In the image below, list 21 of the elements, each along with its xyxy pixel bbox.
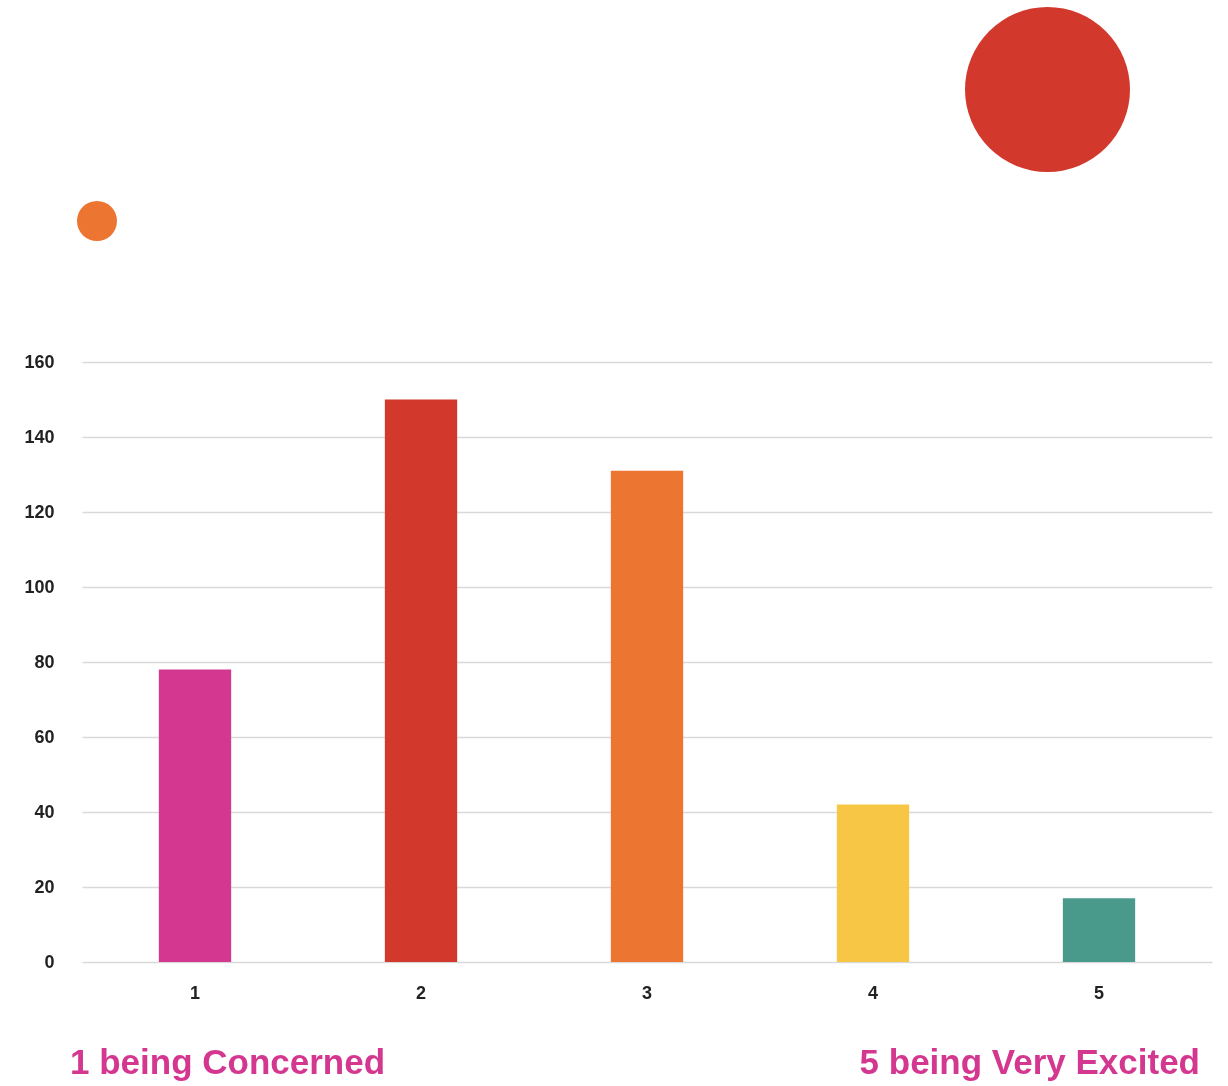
y-tick-label: 20	[34, 876, 55, 897]
y-tick-label: 80	[34, 651, 55, 672]
x-tick-label: 3	[641, 982, 653, 1003]
bar	[158, 669, 232, 962]
x-tick-label: 1	[189, 982, 201, 1003]
text: 5 being Very Excited	[859, 1042, 1200, 1082]
y-tick-label: 60	[34, 726, 55, 747]
text: 1 being Concerned	[70, 1042, 386, 1082]
x-tick-label: 4	[867, 982, 879, 1003]
bar	[1062, 898, 1136, 962]
bar	[610, 470, 684, 962]
bar	[384, 399, 458, 962]
y-tick-label: 40	[34, 801, 55, 822]
x-tick-label: 2	[415, 982, 427, 1003]
y-tick-label: 160	[24, 351, 55, 372]
y-tick-label: 100	[24, 576, 55, 597]
bar	[836, 804, 910, 962]
y-tick-label: 140	[24, 426, 55, 447]
y-tick-label: 0	[44, 951, 55, 972]
y-tick-label: 120	[24, 501, 55, 522]
x-tick-label: 5	[1093, 982, 1105, 1003]
